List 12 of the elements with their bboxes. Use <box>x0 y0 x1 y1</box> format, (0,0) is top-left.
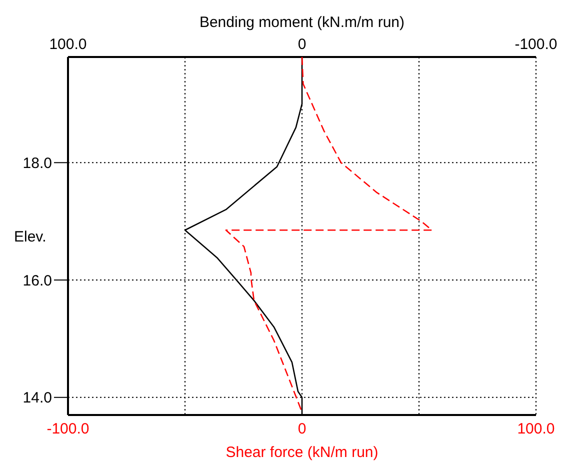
x2-tick-label: 100.0 <box>49 36 87 53</box>
x2-axis-title: Bending moment (kN.m/m run) <box>198 14 406 31</box>
y-tick-label: 16.0 <box>22 272 52 290</box>
x-tick-label: 100.0 <box>517 420 555 438</box>
y-axis-title: Elev. <box>14 228 46 246</box>
x2-tick-label: -100.0 <box>514 36 558 53</box>
x-tick-label: -100.0 <box>46 420 90 438</box>
y-tick-label: 18.0 <box>22 154 52 172</box>
x2-tick-label: 0 <box>298 36 306 53</box>
x-axis-title: Shear force (kN/m run) <box>224 444 380 461</box>
y-tick-label: 14.0 <box>22 390 52 407</box>
x-tick-label: 0 <box>298 420 306 438</box>
